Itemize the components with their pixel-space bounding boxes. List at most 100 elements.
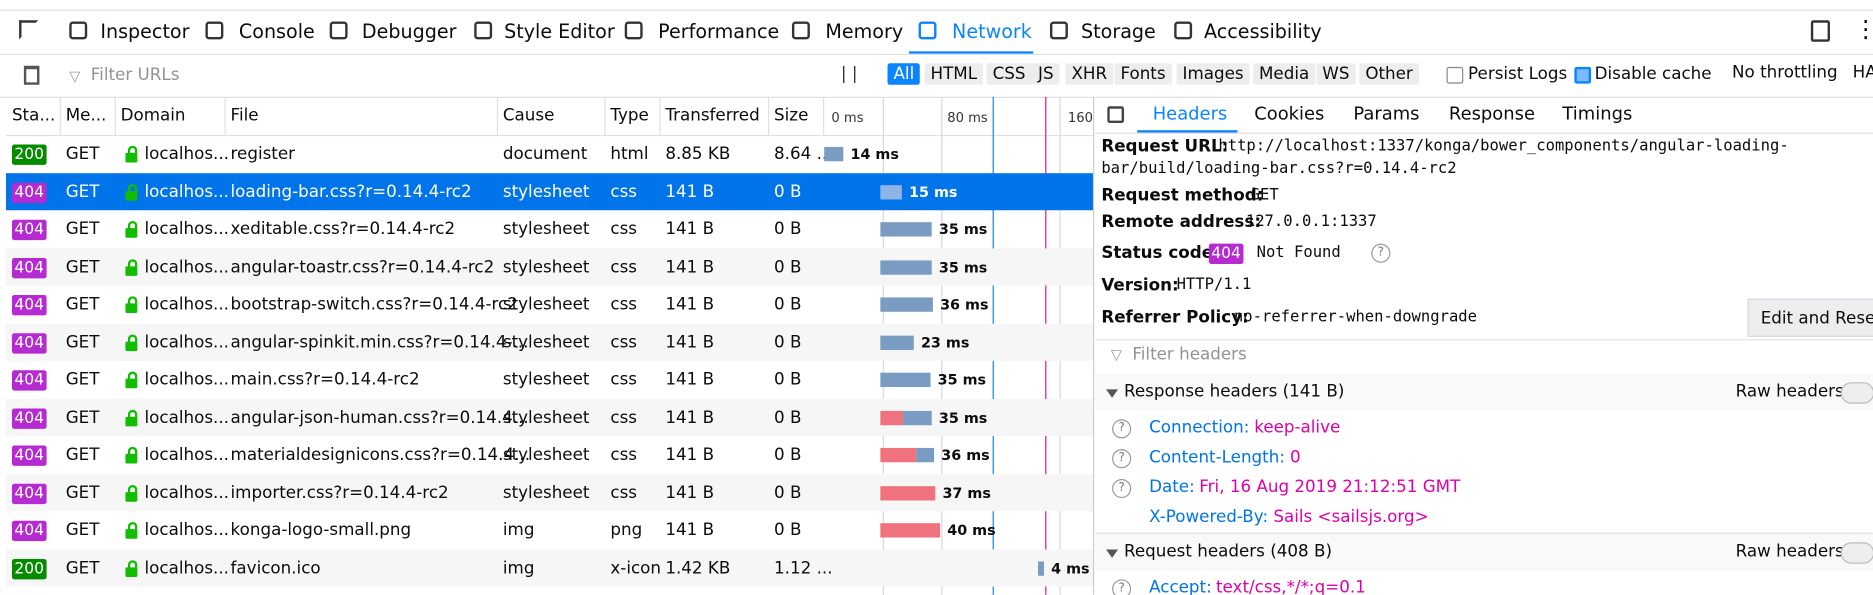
method[interactable]: GET [65,445,100,465]
tab-label[interactable]: Console [238,20,315,44]
help-icon[interactable]: ? [1112,449,1132,469]
type[interactable]: css [610,370,638,390]
column-header[interactable]: Domain [120,106,186,126]
cause[interactable]: document [502,144,588,164]
cause[interactable]: stylesheet [502,219,590,239]
type[interactable]: css [610,407,638,428]
file[interactable]: konga-logo-small.png [230,520,412,540]
detail-tab[interactable]: Params [1353,102,1420,125]
cause[interactable]: img [502,520,535,540]
tab-icon[interactable] [1049,21,1068,40]
domain[interactable]: localhos... [144,558,230,578]
pause-button[interactable]: | | [840,64,858,84]
size[interactable]: 0 B [774,257,802,277]
cause[interactable]: img [502,558,535,578]
transferred[interactable]: 141 B [665,407,715,428]
size[interactable]: 0 B [774,295,802,315]
method[interactable]: GET [65,407,100,428]
status-badge[interactable]: 404 [11,370,47,391]
method[interactable]: GET [65,520,100,540]
size[interactable]: 0 B [774,483,802,503]
expand-arrow[interactable] [1106,389,1119,398]
type[interactable]: x-icon [610,558,662,578]
cause[interactable]: stylesheet [502,445,590,465]
menu-icon[interactable]: ⋮ [1854,17,1873,41]
type-filter[interactable]: Images [1176,63,1250,85]
column-header[interactable]: File [230,106,259,126]
type[interactable]: html [610,144,649,164]
cause[interactable]: stylesheet [502,182,590,202]
filter-input[interactable]: Filter URLs [90,65,180,85]
help-icon[interactable]: ? [1112,478,1132,499]
size[interactable]: 0 B [774,445,802,465]
clear-icon[interactable] [23,65,40,85]
domain[interactable]: localhos... [144,483,230,503]
domain[interactable]: localhos... [144,332,230,352]
type[interactable]: css [610,182,638,202]
file[interactable]: materialdesignicons.css?r=0.14.4... [230,445,531,465]
file[interactable]: angular-json-human.css?r=0.14.4... [230,407,529,428]
transferred[interactable]: 141 B [665,182,715,202]
domain[interactable]: localhos... [144,219,230,239]
transferred[interactable]: 141 B [665,295,715,315]
file[interactable]: bootstrap-switch.css?r=0.14.4-rc2 [230,295,518,315]
tab-icon[interactable] [918,21,937,40]
tab-icon[interactable] [205,21,224,40]
persist-logs[interactable]: Persist Logs [1468,64,1568,84]
type-filter[interactable]: JS [1032,63,1060,85]
throttling[interactable]: No throttling [1732,63,1838,83]
tab-icon[interactable] [1174,21,1193,40]
cause[interactable]: stylesheet [502,257,590,277]
type[interactable]: css [610,257,638,277]
cause[interactable]: stylesheet [502,295,590,315]
checkbox[interactable] [1574,66,1592,84]
file[interactable]: importer.css?r=0.14.4-rc2 [230,483,449,503]
status-badge[interactable]: 404 [11,257,47,278]
picker-icon[interactable] [19,20,39,40]
status-badge[interactable]: 404 [11,520,47,542]
column-header[interactable]: Transferred [665,106,760,126]
edit-button[interactable]: Edit and Resen [1747,298,1873,337]
cause[interactable]: stylesheet [502,332,590,352]
domain[interactable]: localhos... [144,407,230,428]
disable-cache[interactable]: Disable cache [1594,64,1712,84]
raw-toggle[interactable] [1840,542,1873,564]
size[interactable]: 0 B [774,219,802,239]
cause[interactable]: stylesheet [502,483,590,503]
expand-arrow[interactable] [1106,549,1119,558]
size[interactable]: 0 B [774,407,802,428]
method[interactable]: GET [65,219,100,239]
tab-icon[interactable] [329,21,348,40]
method[interactable]: GET [65,257,100,277]
status-badge[interactable]: 404 [11,407,47,429]
method[interactable]: GET [65,483,100,503]
status-badge[interactable]: 404 [11,295,47,316]
method[interactable]: GET [65,332,100,352]
type-filter[interactable]: Fonts [1114,63,1172,85]
transferred[interactable]: 141 B [665,445,715,465]
transferred[interactable]: 1.42 KB [665,558,731,578]
method[interactable]: GET [65,558,100,578]
raw-label[interactable]: Raw headers [1735,382,1844,402]
type-filter[interactable]: CSS [986,63,1032,85]
transferred[interactable]: 141 B [665,370,715,390]
file[interactable]: angular-toastr.css?r=0.14.4-rc2 [230,257,495,277]
column-header[interactable]: Sta... [11,106,56,126]
tab-icon[interactable] [69,21,88,40]
cause[interactable]: stylesheet [502,370,590,390]
status-badge[interactable]: 200 [11,558,47,579]
tab-icon[interactable] [624,21,643,40]
help-icon[interactable]: ? [1112,419,1132,439]
tab-label[interactable]: Memory [825,20,904,44]
type[interactable]: png [610,520,643,540]
dock-icon[interactable] [1810,20,1830,42]
type[interactable]: css [610,219,638,239]
tab-label[interactable]: Inspector [100,20,190,44]
size[interactable]: 0 B [774,332,802,352]
file[interactable]: xeditable.css?r=0.14.4-rc2 [230,219,456,239]
domain[interactable]: localhos... [144,520,230,540]
size[interactable]: 0 B [774,182,802,202]
tab-label[interactable]: Debugger [361,20,457,44]
status-badge[interactable]: 404 [11,219,47,241]
transferred[interactable]: 141 B [665,483,715,503]
